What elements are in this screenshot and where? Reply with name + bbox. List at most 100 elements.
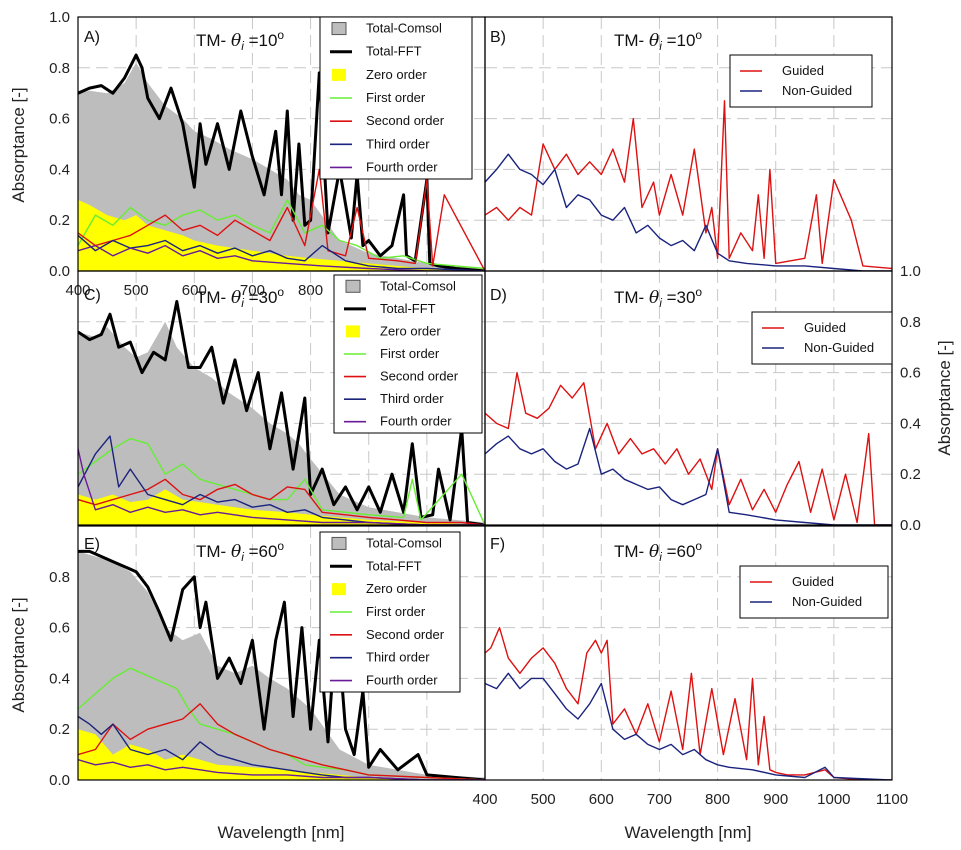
legend-second-order-label: Second order [380,369,459,384]
legend-third-order-label: Third order [380,391,444,406]
legend-non-guided-label: Non-Guided [792,594,862,609]
legend-guided-label: Guided [792,574,834,589]
legend-first-order-label: First order [366,90,426,105]
legend-box [751,311,893,365]
legend-zero-order-swatch [346,325,360,338]
y-tick-label: 0.8 [900,314,921,331]
legend-fourth-order-label: Fourth order [366,159,438,174]
panel-f: F) TM- θi =60o Guided Non-Guided 400 500 600 70… [472,525,908,808]
legend-non-guided-label: Non-Guided [804,340,874,355]
title-unit: o [277,28,284,42]
y-tick-label: 1.0 [49,9,70,26]
x-tick-label: 1100 [876,791,908,808]
legend: Guided Non-Guided [739,565,889,619]
title-symbol: θ [231,288,241,308]
y-tick-label: 0.2 [900,466,921,483]
title-symbol: θ [231,31,241,51]
series-guided-line [485,626,892,780]
legend-total-fft-label: Total-FFT [366,558,422,573]
legend-zero-order-swatch [332,68,346,81]
series-second-order-line [78,168,485,271]
legend-box [333,274,483,434]
series-non-guided-line [485,153,892,271]
title-unit: o [695,28,702,42]
legend-zero-order-label: Zero order [366,581,427,596]
series-total-comsol-area [78,551,485,780]
title-subscript: i [659,39,662,53]
legend-total-comsol-swatch [331,536,347,550]
series-total-fft-line [78,300,485,525]
y-tick-label: 0.6 [49,620,70,637]
legend-zero-order-label: Zero order [380,323,441,338]
plot-frame [484,270,893,526]
title-subscript: i [241,39,244,53]
title-prefix: TM- [614,542,649,561]
title-symbol: θ [231,542,241,562]
title-unit: o [277,539,284,553]
panel-title: TM- θi =10o [196,28,284,53]
title-prefix: TM- [614,31,649,50]
title-symbol: θ [649,542,659,562]
panel-b: B) TM- θi =10o Guided Non-Guided [484,16,893,272]
title-unit: o [695,285,702,299]
title-subscript: i [241,550,244,564]
panel-title: TM- θi =30o [196,285,284,310]
series-non-guided-line [485,427,892,525]
title-unit: o [277,285,284,299]
y-tick-label: 0.6 [900,365,921,382]
series-fourth-order-line [78,759,485,780]
plot-frame [484,525,893,781]
title-subscript: i [241,296,244,310]
legend: Total-Comsol Total-FFT Zero order First ord… [319,531,461,693]
title-subscript: i [659,550,662,564]
title-value: =30 [662,288,696,307]
y-axis-label-left-top: Absorptance [-] [9,87,28,202]
x-tick-label: 400 [472,791,497,808]
x-tick-label: 900 [763,791,788,808]
legend-total-comsol-swatch [345,279,361,293]
title-value: =60 [244,542,278,561]
legend: Guided Non-Guided [751,311,893,365]
series-zero-order-area [78,489,485,525]
legend-zero-order-label: Zero order [366,67,427,82]
y-tick-label: 0.4 [49,670,70,687]
title-value: =30 [244,288,278,307]
panel-title: TM- θi =60o [614,539,702,564]
panel-label: E) [84,536,100,553]
series-guided-line [485,100,892,270]
panel-title: TM- θi =60o [196,539,284,564]
legend-first-order-label: First order [380,346,440,361]
panel-label: C) [84,287,101,304]
series-group [485,100,892,271]
series-first-order-line [78,667,485,780]
legend-total-fft-label: Total-FFT [380,301,436,316]
y-tick-label: 0.2 [49,721,70,738]
y-tick-label: 0.0 [49,772,70,789]
title-symbol: θ [649,288,659,308]
legend-guided-label: Guided [782,63,824,78]
y-tick-label: 0.8 [49,569,70,586]
legend: Total-Comsol Total-FFT Zero order First ord… [319,16,473,180]
y-tick-label: 0.6 [49,111,70,128]
panel-d: D) TM- θi =30o Guided Non-Guided 0.0 0.2 0.4 0.… [484,263,921,534]
legend-total-comsol-swatch [331,22,347,36]
legend-total-comsol-label: Total-Comsol [366,21,442,36]
series-zero-order-area [78,199,485,271]
y-tick-label: 0.4 [900,415,921,432]
series-fourth-order-line [78,448,485,525]
y-tick-label: 0.0 [49,263,70,280]
x-tick-label: 500 [531,791,556,808]
panel-title: TM- θi =30o [614,285,702,310]
y-tick-label: 0.8 [49,60,70,77]
legend-third-order-label: Third order [366,650,430,665]
y-axis-label-left-bottom: Absorptance [-] [9,597,28,712]
series-second-order-line [78,478,485,525]
series-total-fft-line [78,53,485,271]
panel-e: E) TM- θi =60o Total-Comsol Total-FFT Zero o… [49,525,486,789]
title-value: =10 [244,31,278,50]
series-second-order-line [78,703,485,780]
title-prefix: TM- [196,542,231,561]
x-tick-label: 800 [705,791,730,808]
series-total-comsol-area [78,321,485,525]
